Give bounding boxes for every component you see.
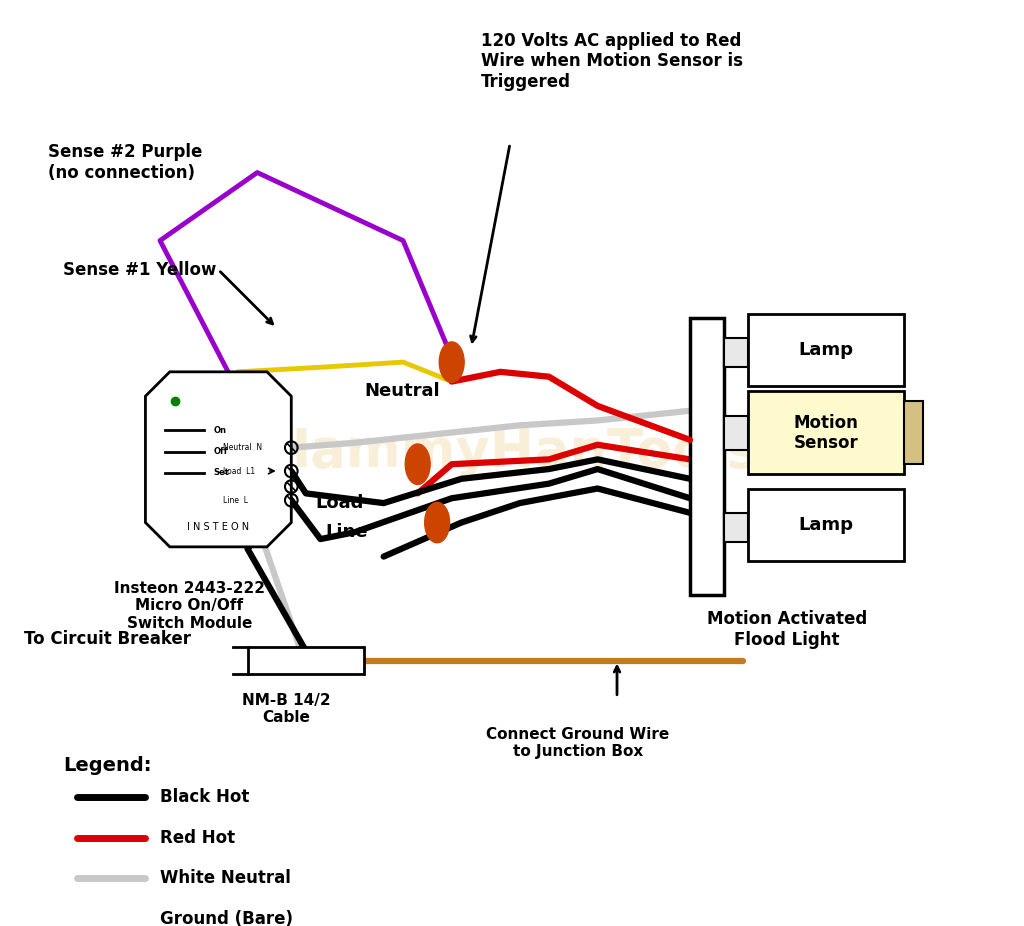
Text: 120 Volts AC applied to Red
Wire when Motion Sensor is
Triggered: 120 Volts AC applied to Red Wire when Mo… bbox=[481, 31, 742, 91]
Text: Set: Set bbox=[213, 469, 229, 478]
Text: Line: Line bbox=[326, 523, 368, 541]
Ellipse shape bbox=[439, 342, 464, 382]
FancyBboxPatch shape bbox=[904, 401, 924, 464]
Text: NM-B 14/2
Cable: NM-B 14/2 Cable bbox=[242, 693, 331, 725]
Bar bbox=[724, 416, 749, 450]
Bar bbox=[724, 338, 749, 367]
Text: Lamp: Lamp bbox=[799, 517, 854, 534]
Text: Red Hot: Red Hot bbox=[160, 829, 236, 846]
Text: On: On bbox=[213, 426, 226, 434]
FancyBboxPatch shape bbox=[749, 489, 904, 561]
Ellipse shape bbox=[406, 444, 430, 484]
Text: Line  L: Line L bbox=[223, 495, 248, 505]
Text: Motion Activated
Flood Light: Motion Activated Flood Light bbox=[707, 610, 867, 649]
Text: Black Hot: Black Hot bbox=[160, 788, 250, 806]
FancyBboxPatch shape bbox=[749, 392, 904, 474]
Text: Sense #2 Purple
(no connection): Sense #2 Purple (no connection) bbox=[48, 144, 203, 182]
Text: Off: Off bbox=[213, 447, 228, 457]
FancyBboxPatch shape bbox=[248, 647, 365, 674]
Text: I N S T E O N: I N S T E O N bbox=[187, 522, 250, 532]
Text: Load  L1: Load L1 bbox=[223, 467, 255, 476]
Text: HammyHanTools: HammyHanTools bbox=[266, 426, 758, 478]
Bar bbox=[724, 513, 749, 542]
Bar bbox=[690, 319, 724, 595]
Text: Legend:: Legend: bbox=[62, 756, 152, 775]
Text: Insteon 2443-222
Micro On/Off
Switch Module: Insteon 2443-222 Micro On/Off Switch Mod… bbox=[114, 581, 264, 631]
Text: Lamp: Lamp bbox=[799, 342, 854, 359]
FancyBboxPatch shape bbox=[749, 314, 904, 386]
Text: Sense #1 Yellow: Sense #1 Yellow bbox=[62, 261, 216, 279]
Text: Neutral  N: Neutral N bbox=[223, 444, 262, 452]
Text: Neutral: Neutral bbox=[365, 382, 440, 400]
Text: To Circuit Breaker: To Circuit Breaker bbox=[24, 631, 190, 648]
Text: Load: Load bbox=[315, 494, 364, 512]
Text: White Neutral: White Neutral bbox=[160, 870, 291, 887]
Ellipse shape bbox=[425, 502, 450, 543]
Text: Ground (Bare): Ground (Bare) bbox=[160, 910, 293, 926]
Polygon shape bbox=[145, 372, 291, 547]
Text: Connect Ground Wire
to Junction Box: Connect Ground Wire to Junction Box bbox=[486, 727, 670, 759]
Text: Motion
Sensor: Motion Sensor bbox=[794, 414, 858, 453]
